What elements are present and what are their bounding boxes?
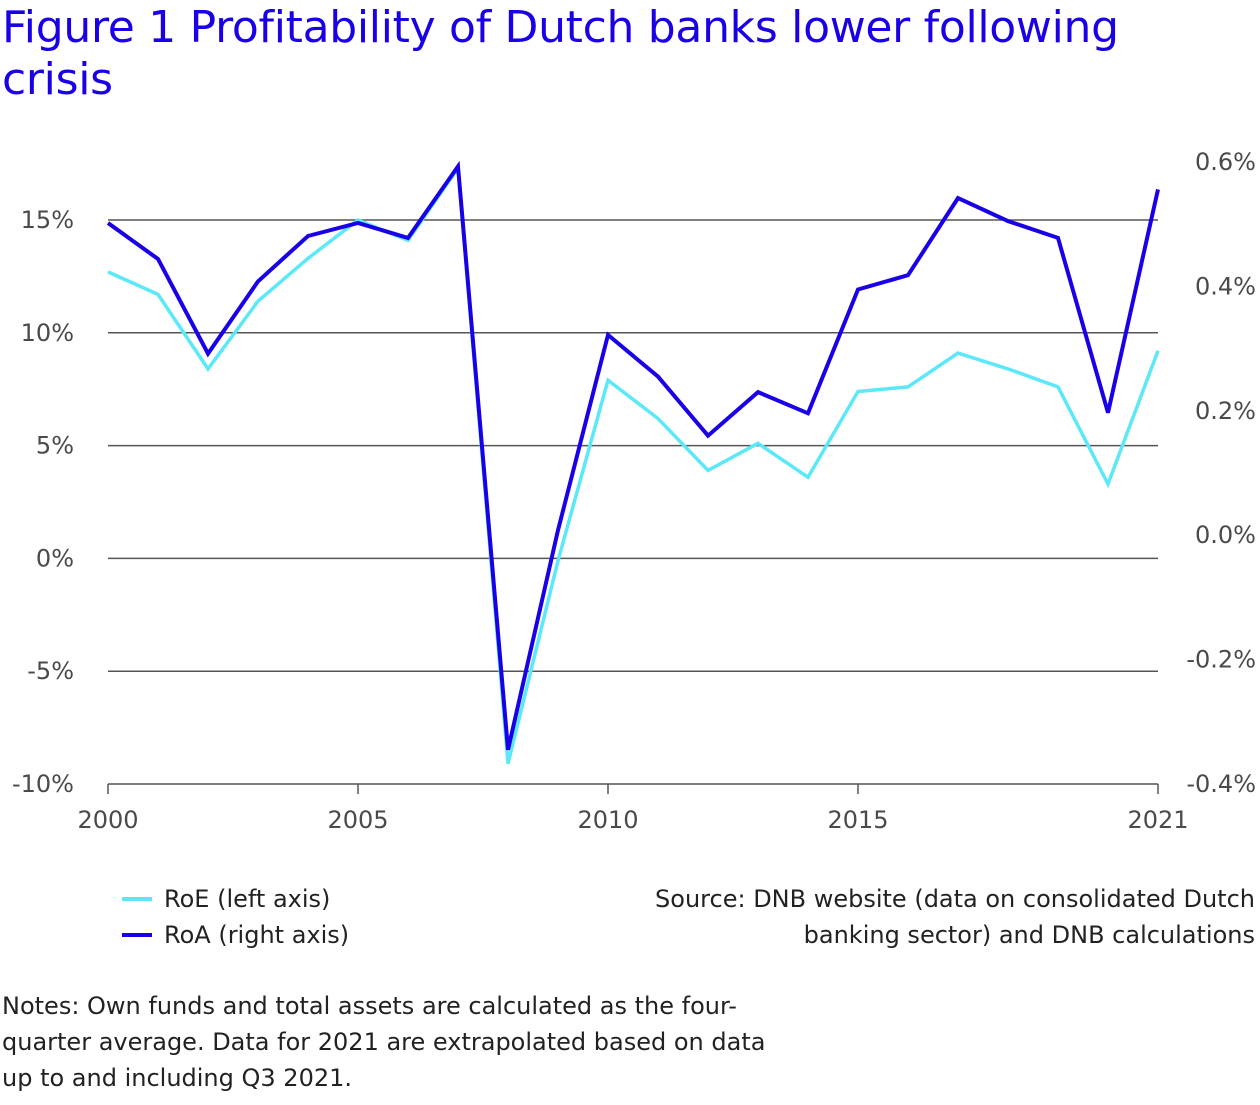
left-tick-label: 0%: [36, 544, 74, 572]
x-tick-label: 2010: [577, 806, 638, 834]
line-chart: -10% -5% 0% 5% 10% 15% -0.4% -0.2% 0.0% 0.2% 0.4%…: [12, 148, 1256, 834]
right-tick-label: 0.4%: [1195, 272, 1256, 300]
left-tick-label: -5%: [27, 657, 74, 685]
left-tick-label: 10%: [21, 319, 74, 347]
legend-label-roa: RoA (right axis): [164, 921, 350, 949]
left-tick-label: -10%: [12, 770, 74, 798]
left-tick-label: 5%: [36, 432, 74, 460]
legend-label-roe: RoE (left axis): [164, 885, 331, 913]
gridlines: [108, 219, 1158, 672]
right-y-axis: -0.4% -0.2% 0.0% 0.2% 0.4% 0.6%: [1186, 148, 1256, 798]
legend-item-roe: RoE (left axis): [122, 881, 349, 917]
right-tick-label: 0.6%: [1195, 148, 1256, 176]
x-tick-label: 2015: [827, 806, 888, 834]
legend-item-roa: RoA (right axis): [122, 917, 349, 953]
series-lines: [106, 160, 1160, 765]
roe-swatch: [122, 897, 152, 901]
left-tick-label: 15%: [21, 206, 74, 234]
right-tick-label: 0.2%: [1195, 397, 1256, 425]
roa-series-line: [106, 160, 1160, 751]
roe-series-line: [107, 163, 1160, 765]
x-tick-label: 2021: [1127, 806, 1188, 834]
left-y-axis: -10% -5% 0% 5% 10% 15%: [12, 206, 74, 798]
roa-swatch: [122, 933, 152, 937]
right-tick-label: 0.0%: [1195, 521, 1256, 549]
x-tick-label: 2005: [327, 806, 388, 834]
legend: RoE (left axis) RoA (right axis): [122, 881, 349, 953]
chart-title: Figure 1 Profitability of Dutch banks lo…: [2, 2, 1119, 105]
x-axis-tick-labels: 2000 2005 2010 2015 2021: [77, 806, 1188, 834]
x-axis: [107, 783, 1159, 794]
source-note: Source: DNB website (data on consolidate…: [655, 885, 1255, 949]
x-tick-label: 2000: [77, 806, 138, 834]
right-tick-label: -0.4%: [1186, 770, 1256, 798]
footnotes: Notes: Own funds and total assets are ca…: [2, 992, 766, 1092]
right-tick-label: -0.2%: [1186, 646, 1256, 674]
